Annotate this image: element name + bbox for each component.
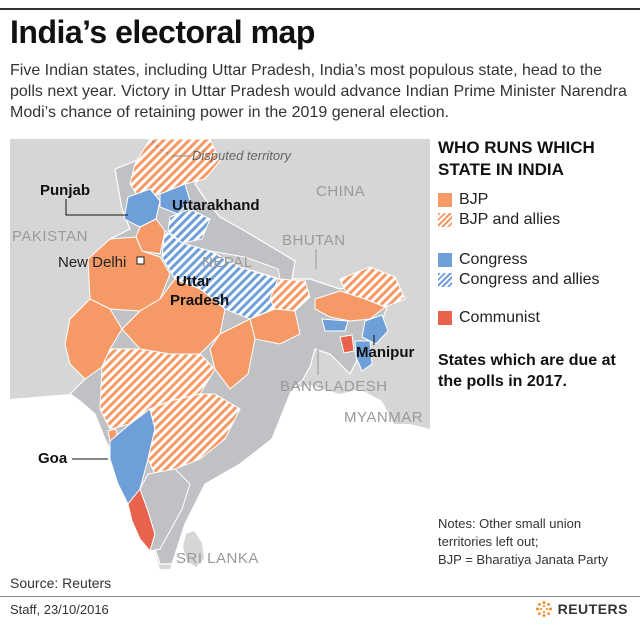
legend-swatch-bjp <box>438 193 452 207</box>
legend-item-congress: Congress <box>438 250 527 270</box>
notes-line-1: Notes: Other small union <box>438 516 582 531</box>
state-meghalaya <box>321 318 349 332</box>
top-rule <box>0 8 640 10</box>
punjab-leader <box>65 199 128 216</box>
disputed-border <box>151 140 171 156</box>
legend-title: WHO RUNS WHICH STATE IN INDIA <box>438 138 595 179</box>
legend-item-communist: Communist <box>438 308 540 328</box>
india-map: Disputed territory PAKISTAN CHINA NEPAL … <box>10 139 430 569</box>
page-title: India’s electoral map <box>10 14 315 50</box>
legend-label-bjp: BJP <box>459 191 489 208</box>
label-manipur: Manipur <box>356 344 414 361</box>
sea <box>10 385 430 569</box>
state-mizoram <box>354 340 373 372</box>
label-china: CHINA <box>316 183 365 200</box>
legend-swatch-communist <box>438 311 452 325</box>
legend-label-communist: Communist <box>459 309 540 326</box>
page-subtitle: Five Indian states, including Uttar Prad… <box>10 62 627 121</box>
state-chhattisgarh <box>209 318 256 390</box>
reuters-wordmark: REUTERS <box>557 601 628 617</box>
bottom-rule <box>0 596 640 597</box>
notes-line-3: BJP = Bharatiya Janata Party <box>438 552 608 567</box>
reuters-brand: REUTERS <box>535 600 628 618</box>
state-tamil-nadu <box>139 468 191 552</box>
label-bhutan: BHUTAN <box>282 232 346 249</box>
legend-swatch-congress <box>438 253 452 267</box>
state-himachal <box>159 183 191 215</box>
label-new-delhi: New Delhi <box>58 254 126 271</box>
legend-swatch-bjp-allies <box>438 213 452 227</box>
label-uttarakhand: Uttarakhand <box>172 197 260 214</box>
nepal-shape <box>209 250 281 280</box>
notes-line-2: territories left out; <box>438 534 539 549</box>
state-tripura <box>339 334 355 354</box>
legend-label-bjp-allies: BJP and allies <box>459 211 561 228</box>
label-uttar-pradesh-line2: Pradesh <box>170 292 229 309</box>
state-karnataka <box>109 408 156 505</box>
label-myanmar: MYANMAR <box>344 409 423 426</box>
label-punjab: Punjab <box>40 182 90 199</box>
staff-credit: Staff, 23/10/2016 <box>10 602 109 617</box>
label-uttar-pradesh-line1: Uttar <box>176 273 211 290</box>
sri-lanka-shape <box>183 531 204 567</box>
disputed-territory-label: Disputed territory <box>192 148 292 163</box>
state-uttarakhand <box>167 208 211 244</box>
reuters-logo-icon <box>535 601 552 617</box>
legend-label-congress-allies: Congress and allies <box>459 271 600 288</box>
label-nepal: NEPAL <box>202 254 253 271</box>
legend-item-bjp-allies: BJP and allies <box>438 210 560 230</box>
notes: Notes: Other small union territories lef… <box>438 515 638 569</box>
legend-item-congress-allies: Congress and allies <box>438 270 600 290</box>
source-credit: Source: Reuters <box>10 575 112 591</box>
legend-swatch-congress-allies <box>438 273 452 287</box>
label-bangladesh: BANGLADESH <box>280 378 388 395</box>
label-pakistan: PAKISTAN <box>12 228 88 245</box>
due-at-polls-note: States which are due at the polls in 201… <box>438 352 616 390</box>
label-goa: Goa <box>38 450 68 467</box>
label-sri-lanka: SRI LANKA <box>176 550 259 567</box>
legend-label-congress: Congress <box>459 251 528 268</box>
legend-item-bjp: BJP <box>438 190 488 210</box>
state-manipur <box>361 314 389 345</box>
new-delhi-marker <box>136 256 145 265</box>
state-andhra-pradesh <box>147 393 241 475</box>
